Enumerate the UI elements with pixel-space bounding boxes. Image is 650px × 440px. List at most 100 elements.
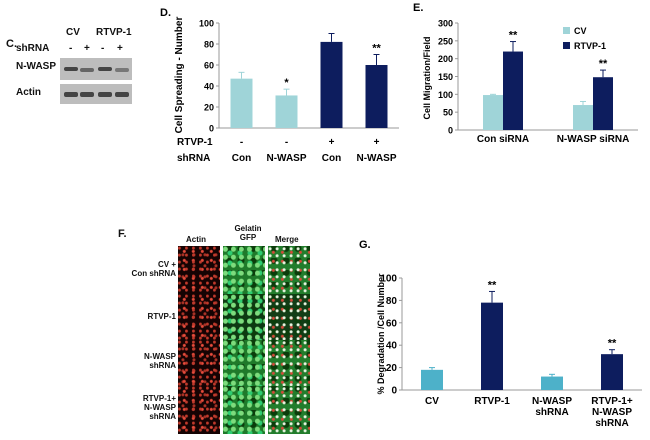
y-axis-label: % Degradation /Cell Number xyxy=(376,273,386,395)
y-tick-label: 60 xyxy=(204,61,214,71)
chart-e: E. 0 50 100 150 200 250 300 Cell Migration/Field… xyxy=(413,2,638,145)
y-tick-label: 200 xyxy=(438,54,453,64)
blot-band xyxy=(80,68,94,72)
bar xyxy=(503,51,523,130)
y-tick-label: 60 xyxy=(386,318,398,329)
blot-band xyxy=(98,92,112,97)
panel-f-letter: F. xyxy=(118,228,127,240)
blot-shrna-label: shRNA xyxy=(16,43,50,54)
y-tick-label: 0 xyxy=(209,124,214,134)
x-tick-label: RTVP-1 xyxy=(474,396,510,407)
micro-image-r3-merge xyxy=(268,340,310,388)
y-tick-label: 40 xyxy=(204,82,214,92)
blot-lane-label-rtvp1: RTVP-1 xyxy=(96,27,132,38)
micro-row-label-2: RTVP-1 xyxy=(130,312,176,321)
blot-band xyxy=(80,92,94,97)
micro-image-r1-merge xyxy=(268,246,310,294)
micro-row-label-line: RTVP-1+ xyxy=(142,394,176,403)
panel-c-letter: C. xyxy=(6,38,17,50)
x-tick-label: N-WASP siRNA xyxy=(557,134,630,145)
legend-label: CV xyxy=(574,26,587,36)
x-tick-label-line: N-WASP xyxy=(532,396,572,407)
y-tick-label: 0 xyxy=(448,126,453,136)
x-tick-label-line: N-WASP xyxy=(592,407,632,418)
micro-row-label-3: N-WASP shRNA xyxy=(130,352,176,370)
x-tick-label-line: shRNA xyxy=(535,407,568,418)
bar xyxy=(541,376,563,390)
y-tick-label: 100 xyxy=(380,274,397,285)
micro-row-label-4: RTVP-1+ N-WASP shRNA xyxy=(130,394,176,421)
blot-row-label-actin: Actin xyxy=(16,87,41,98)
significance-mark: * xyxy=(284,77,289,89)
micro-col-label-line: GFP xyxy=(239,233,257,242)
bar xyxy=(320,41,343,128)
y-tick-label: 0 xyxy=(391,386,397,397)
x-tick-label: CV xyxy=(425,396,439,407)
bar xyxy=(601,354,623,390)
significance-mark: ** xyxy=(509,30,518,42)
micro-row-label-line: N-WASP xyxy=(144,403,176,412)
blot-band xyxy=(64,67,78,71)
y-tick-label: 80 xyxy=(386,296,398,307)
row-value: - xyxy=(285,137,288,148)
panel-g-letter: G. xyxy=(359,239,371,251)
micro-image-r1-actin xyxy=(178,246,220,294)
row-value: + xyxy=(374,137,380,148)
y-axis-label: Cell Spreading - Number xyxy=(174,17,185,134)
y-tick-label: 40 xyxy=(386,341,398,352)
blot-strip-actin xyxy=(60,84,132,104)
y-tick-label: 80 xyxy=(204,40,214,50)
x-tick-label-line: RTVP-1 xyxy=(474,396,510,407)
blot-band xyxy=(115,68,129,72)
micro-image-r1-gelatin xyxy=(223,246,265,294)
row-value: + xyxy=(329,137,335,148)
x-tick-label: Con siRNA xyxy=(477,134,529,145)
bar xyxy=(573,105,593,130)
bar xyxy=(483,95,503,130)
bar xyxy=(230,78,253,128)
micro-image-r2-merge xyxy=(268,294,310,342)
micro-col-label-gelatin: Gelatin GFP xyxy=(228,224,268,242)
blot-sign-1: - xyxy=(69,43,73,54)
micro-image-r3-gelatin xyxy=(223,340,265,388)
panel-e-letter: E. xyxy=(413,2,423,14)
significance-mark: ** xyxy=(599,58,608,70)
y-tick-label: 250 xyxy=(438,36,453,46)
row-value: Con xyxy=(232,153,251,164)
blot-sign-4: + xyxy=(117,43,123,54)
panel-d-letter: D. xyxy=(160,7,171,19)
y-tick-label: 20 xyxy=(204,103,214,113)
micro-row-label-line: N-WASP xyxy=(144,352,176,361)
y-tick-label: 50 xyxy=(443,108,453,118)
y-tick-label: 20 xyxy=(386,363,398,374)
y-axis-label: Cell Migration/Field xyxy=(422,36,432,119)
x-tick-label: N-WASP shRNA xyxy=(532,396,572,418)
micro-col-label-line: Gelatin xyxy=(234,224,262,233)
y-tick-label: 100 xyxy=(199,19,214,29)
row-value: N-WASP xyxy=(267,153,307,164)
micro-image-r4-merge xyxy=(268,386,310,434)
row-value: N-WASP xyxy=(357,153,397,164)
row-label: shRNA xyxy=(177,153,210,164)
row-label: RTVP-1 xyxy=(177,137,213,148)
micro-image-r3-actin xyxy=(178,340,220,388)
blot-sign-3: - xyxy=(101,43,105,54)
significance-mark: ** xyxy=(372,43,381,55)
legend-swatch xyxy=(563,42,570,49)
micro-image-r2-gelatin xyxy=(223,294,265,342)
bar xyxy=(481,302,503,390)
x-tick-label: RTVP-1+ N-WASP shRNA xyxy=(591,396,633,429)
micro-col-label-actin: Actin xyxy=(186,235,206,244)
micro-row-label-line: shRNA xyxy=(149,412,176,421)
bar xyxy=(593,77,613,130)
row-value: - xyxy=(240,137,243,148)
bar xyxy=(421,369,443,390)
significance-mark: ** xyxy=(608,338,617,350)
x-tick-label-line: RTVP-1+ xyxy=(591,396,633,407)
legend-swatch xyxy=(563,27,570,34)
y-tick-label: 300 xyxy=(438,19,453,29)
micro-row-label-line: shRNA xyxy=(149,361,176,370)
significance-mark: ** xyxy=(488,279,497,291)
blot-band xyxy=(64,92,78,97)
